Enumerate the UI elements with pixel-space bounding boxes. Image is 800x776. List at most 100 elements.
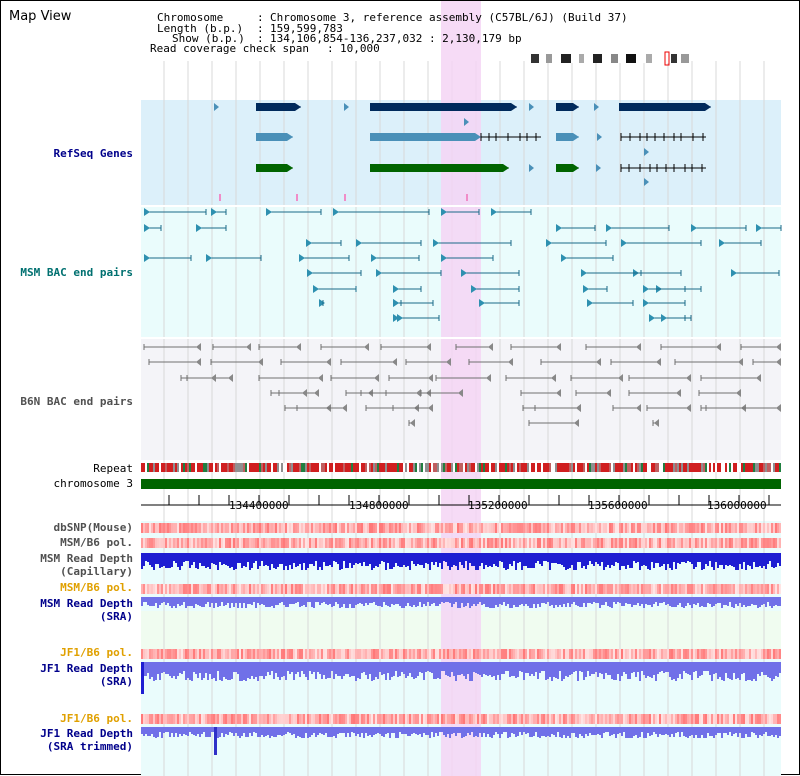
read-depth-bar <box>375 727 377 734</box>
heat-cell <box>221 714 223 724</box>
heat-cell <box>371 584 373 594</box>
read-depth-bar <box>571 662 573 674</box>
heat-cell <box>157 584 159 594</box>
read-depth-bar <box>517 597 519 607</box>
read-depth-bar <box>273 662 275 679</box>
track-label-jf1-b6-pol-sra[interactable]: JF1/B6 pol. <box>60 646 133 659</box>
heat-cell <box>199 584 201 594</box>
msm-bac-end <box>433 239 439 247</box>
read-depth-bar <box>761 553 763 568</box>
heat-cell <box>735 649 737 659</box>
read-depth-bar <box>469 597 471 608</box>
heat-cell <box>417 584 419 594</box>
track-label-msm-b6-pol-sra[interactable]: MSM/B6 pol. <box>60 581 133 594</box>
heat-cell <box>261 538 263 548</box>
msm-bac-end <box>556 224 562 232</box>
read-depth-bar <box>297 553 299 566</box>
heat-cell <box>189 649 191 659</box>
repeat-block <box>313 463 315 472</box>
heat-cell <box>443 714 445 724</box>
read-depth-bar <box>377 553 379 567</box>
read-depth-bar <box>513 597 515 605</box>
heat-cell <box>143 538 145 548</box>
heat-cell <box>701 714 703 724</box>
read-depth-bar <box>305 553 307 570</box>
read-depth-bar <box>381 662 383 675</box>
gene-marker <box>644 148 649 156</box>
b6n-bac-end <box>318 374 323 382</box>
heat-cell <box>679 714 681 724</box>
heat-cell <box>345 584 347 594</box>
repeat-block <box>169 463 171 472</box>
read-depth-bar <box>655 597 657 602</box>
track-label-msm-b6-pol-cap[interactable]: MSM/B6 pol. <box>60 536 133 549</box>
read-depth-bar <box>557 597 559 607</box>
read-depth-bar <box>629 727 631 738</box>
heat-cell <box>565 523 567 533</box>
heat-cell <box>481 538 483 548</box>
repeat-block <box>647 463 649 472</box>
repeat-block <box>721 463 723 472</box>
repeat-block <box>505 463 507 472</box>
read-depth-bar <box>427 553 429 564</box>
heat-cell <box>667 584 669 594</box>
read-depth-bar <box>697 597 699 603</box>
repeat-block <box>239 463 241 472</box>
heat-cell <box>519 649 521 659</box>
read-depth-bar <box>759 662 761 676</box>
track-label-dbsnp[interactable]: dbSNP(Mouse) <box>53 521 133 534</box>
heat-cell <box>583 714 585 724</box>
repeat-block <box>735 463 737 472</box>
read-depth-bar <box>369 727 371 735</box>
read-depth-bar <box>201 727 203 734</box>
track-label-msm-depth-cap[interactable]: MSM Read Depth <box>40 552 133 565</box>
heat-cell <box>379 584 381 594</box>
heat-cell <box>379 523 381 533</box>
track-label-jf1-depth-trim[interactable]: JF1 Read Depth <box>40 727 133 740</box>
msm-bac-end <box>393 285 399 293</box>
read-depth-bar <box>593 662 595 674</box>
heat-cell <box>243 584 245 594</box>
track-label-msm-bac[interactable]: MSM BAC end pairs <box>20 266 133 279</box>
repeat-block <box>523 463 525 472</box>
read-depth-bar <box>351 597 353 608</box>
msm-bac-end <box>144 254 150 262</box>
heat-cell <box>425 523 427 533</box>
read-depth-bar <box>209 662 211 674</box>
heat-cell <box>521 714 523 724</box>
track-label-refseq[interactable]: RefSeq Genes <box>53 147 133 160</box>
heat-cell <box>341 649 343 659</box>
heat-cell <box>477 523 479 533</box>
read-depth-bar <box>567 727 569 736</box>
heat-cell <box>763 714 765 724</box>
chromosome-bar <box>141 479 781 489</box>
read-depth-bar <box>325 727 327 733</box>
read-depth-bar <box>315 662 317 679</box>
read-depth-bar <box>329 553 331 565</box>
repeat-block <box>533 463 535 472</box>
repeat-block <box>165 463 167 472</box>
heat-cell <box>473 538 475 548</box>
heat-cell <box>581 538 583 548</box>
heat-cell <box>649 523 651 533</box>
repeat-block <box>441 463 443 472</box>
heat-cell <box>751 649 753 659</box>
read-depth-bar <box>549 597 551 606</box>
heat-cell <box>301 649 303 659</box>
read-depth-bar <box>239 597 241 603</box>
read-depth-bar <box>287 727 289 732</box>
read-depth-bar <box>401 597 403 608</box>
read-depth-bar <box>379 553 381 564</box>
read-depth-bar <box>711 597 713 607</box>
heat-cell <box>157 649 159 659</box>
heat-cell <box>287 714 289 724</box>
msm-bac-end <box>461 269 467 277</box>
msm-bac-end <box>491 208 497 216</box>
track-label-jf1-b6-pol-trim[interactable]: JF1/B6 pol. <box>60 712 133 725</box>
track-label-b6n-bac[interactable]: B6N BAC end pairs <box>20 395 133 408</box>
read-depth-bar <box>389 727 391 738</box>
track-label-jf1-depth-sra[interactable]: JF1 Read Depth <box>40 662 133 675</box>
track-label-msm-depth-sra[interactable]: MSM Read Depth <box>40 597 133 610</box>
heat-cell <box>591 649 593 659</box>
heat-cell <box>293 714 295 724</box>
